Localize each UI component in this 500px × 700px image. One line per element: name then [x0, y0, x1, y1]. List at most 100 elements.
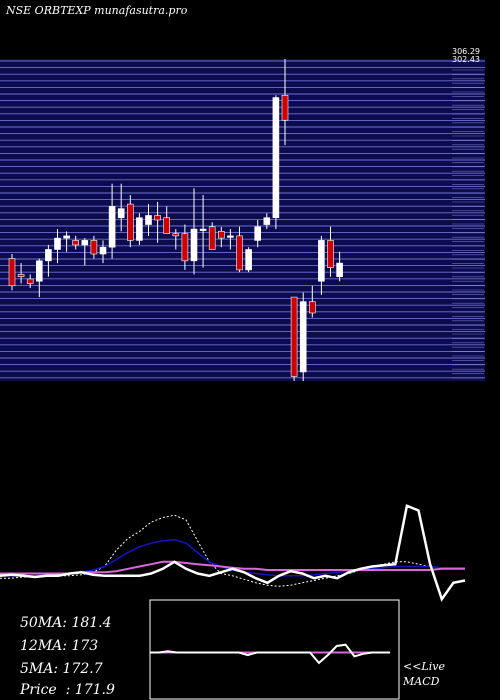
- stat-price-separator: :: [57, 682, 75, 698]
- price-tick-top: 306.29: [452, 47, 480, 56]
- price-gridlines: [0, 60, 485, 379]
- candle-body-up: [54, 237, 61, 250]
- candle-body-down: [90, 240, 98, 255]
- candle-body-up: [145, 215, 152, 225]
- candle: [90, 235, 98, 259]
- candle: [290, 296, 298, 381]
- candle-body-up: [81, 240, 89, 246]
- candle-body-down: [327, 240, 334, 268]
- stat-5ma-label: 5MA: [20, 661, 53, 677]
- candle-body-down: [154, 215, 161, 221]
- stat-price-label: Price: [19, 682, 57, 698]
- price-tick-second: 302.43: [452, 55, 480, 64]
- candle: [227, 229, 234, 250]
- candle: [136, 213, 143, 245]
- candle-body-up: [272, 97, 280, 219]
- candle-body-up: [227, 235, 234, 238]
- stat-5ma-value: 172.7: [63, 661, 103, 677]
- macd-panel: <<Live MACD: [149, 599, 445, 700]
- macd-label: MACD: [402, 675, 440, 688]
- chart-title: NSE ORBTEXP munafasutra.pro: [5, 4, 188, 17]
- white-price-line: [0, 504, 466, 602]
- candle: [54, 229, 61, 264]
- stat-price-value: 171.9: [75, 682, 115, 698]
- stat-12ma-label: 12MA: [20, 638, 62, 654]
- candle-body-down: [127, 203, 134, 241]
- candle-body-down: [290, 296, 298, 377]
- candle: [245, 247, 252, 273]
- candle-body-down: [308, 301, 316, 314]
- candle-body-down: [281, 94, 289, 121]
- candle-body-down: [163, 217, 170, 234]
- candle: [308, 285, 316, 318]
- candle-body-down: [218, 231, 225, 239]
- candle-body-up: [136, 217, 143, 241]
- candle: [318, 235, 325, 295]
- candle: [72, 235, 79, 250]
- candle-body-down: [236, 235, 243, 271]
- price-panel: 306.29 302.43: [0, 47, 485, 381]
- macd-lines: [150, 643, 390, 665]
- macd-line: [150, 643, 390, 665]
- candle-body-up: [117, 208, 125, 219]
- stat-12ma-value: 173: [71, 638, 98, 654]
- candle-body-down: [72, 240, 79, 246]
- candle: [327, 226, 334, 277]
- candle: [218, 226, 225, 248]
- candle: [172, 229, 180, 250]
- candle: [127, 195, 134, 248]
- stat-50ma-value: 181.4: [71, 615, 111, 631]
- stat-5ma-separator: :: [53, 661, 62, 677]
- candle: [81, 238, 89, 266]
- candle-body-up: [245, 249, 252, 271]
- candle: [272, 95, 280, 230]
- candle: [299, 292, 307, 381]
- candle-body-up: [336, 262, 343, 277]
- macd-live-label: <<Live: [403, 660, 445, 673]
- stat-50ma: 50MA: 181.4: [20, 615, 112, 631]
- moving-average-lines: [0, 504, 466, 602]
- candle-body-down: [172, 233, 180, 237]
- price-axis-ticks: 306.29 302.43: [452, 47, 484, 379]
- candle: [63, 231, 70, 252]
- candle: [263, 213, 271, 230]
- candle-body-up: [45, 249, 52, 262]
- candle: [145, 204, 152, 236]
- candle: [17, 263, 25, 284]
- candle-body-up: [99, 246, 107, 255]
- candle-body-up: [254, 226, 261, 241]
- candle: [26, 274, 34, 289]
- stat-50ma-label: 50MA: [20, 615, 62, 631]
- candle: [181, 224, 189, 270]
- stat-12ma: 12MA: 173: [20, 638, 98, 654]
- stat-price: Price : 171.9: [19, 682, 115, 698]
- candle: [163, 206, 170, 234]
- stat-50ma-separator: :: [62, 615, 71, 631]
- candle: [45, 244, 52, 277]
- candle: [190, 188, 198, 275]
- candle: [154, 201, 161, 243]
- stats-block: 50MA: 181.4 12MA: 173 5MA: 172.7 Price :…: [19, 615, 115, 698]
- candle-body-down: [208, 226, 216, 250]
- candle-body-up: [35, 260, 43, 282]
- candle-body-down: [26, 278, 34, 284]
- candle-body-up: [199, 228, 207, 231]
- dotted-ma-line: [0, 514, 466, 587]
- candle-body-down: [181, 233, 189, 262]
- candle-body-up: [108, 206, 116, 248]
- candle: [236, 226, 243, 273]
- stat-5ma: 5MA: 172.7: [20, 661, 103, 677]
- candle: [35, 258, 43, 298]
- candle-body-up: [263, 217, 271, 225]
- candle: [8, 254, 16, 291]
- indicator-panel: [0, 504, 466, 602]
- candle: [254, 220, 261, 248]
- candle-body-up: [318, 240, 325, 282]
- candle-body-down: [8, 258, 16, 287]
- candle: [117, 183, 125, 232]
- candle: [281, 59, 289, 146]
- candle: [199, 195, 207, 268]
- candle-body-up: [190, 228, 198, 262]
- candlesticks: [8, 59, 343, 381]
